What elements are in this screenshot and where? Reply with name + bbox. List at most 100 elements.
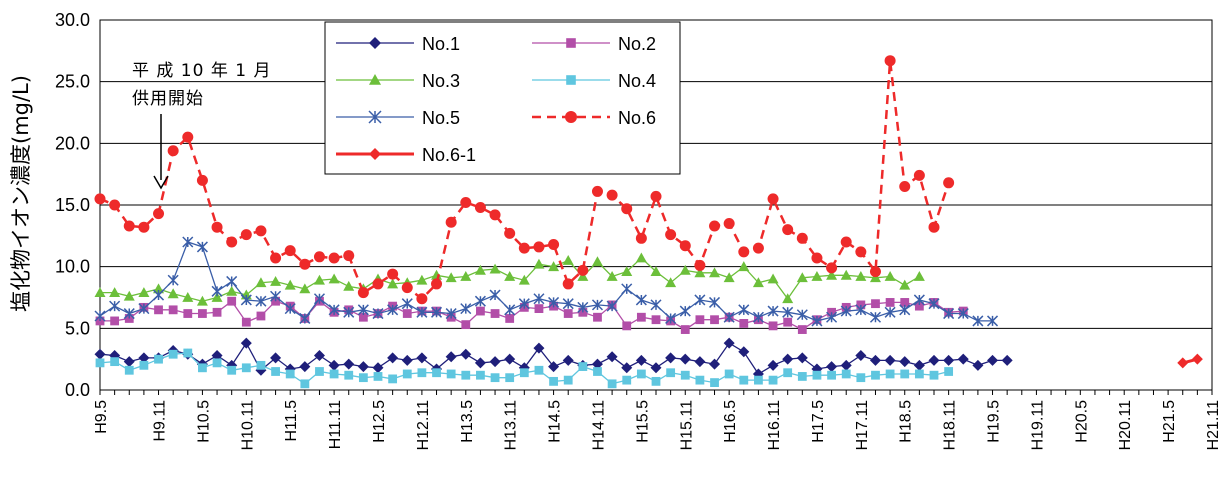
data-point [255, 295, 267, 307]
data-point [666, 368, 676, 378]
data-point [476, 370, 485, 380]
series-line [99, 241, 993, 322]
data-point [709, 358, 721, 370]
data-point [767, 305, 779, 317]
data-point [534, 365, 544, 375]
data-point [505, 373, 515, 383]
data-point [182, 292, 194, 302]
data-point [256, 311, 266, 321]
legend-label: No.6 [618, 108, 656, 128]
data-point [139, 360, 149, 370]
data-point [869, 266, 881, 278]
series-No.3 [94, 252, 925, 306]
data-point [566, 38, 576, 48]
data-point [723, 272, 735, 283]
data-point [212, 307, 222, 317]
data-point [123, 220, 135, 232]
data-point [226, 285, 238, 296]
y-tick-label: 0.0 [65, 380, 90, 400]
data-point [606, 189, 618, 201]
data-point [387, 268, 399, 280]
data-point [929, 370, 939, 380]
data-point [402, 369, 412, 379]
data-point [490, 309, 500, 318]
data-point [944, 367, 954, 376]
legend-item-No.4: No.4 [532, 71, 656, 91]
data-point [388, 374, 398, 384]
data-point [211, 285, 223, 297]
x-tick-label: H13.5 [459, 400, 476, 443]
data-point [855, 246, 867, 258]
data-point [796, 232, 808, 244]
x-tick-label: H15.5 [634, 400, 651, 443]
data-point [124, 365, 134, 375]
data-point [796, 309, 808, 321]
data-point [840, 269, 852, 280]
data-point [329, 369, 339, 379]
data-point [826, 262, 838, 274]
data-point [563, 375, 573, 385]
data-point [167, 145, 179, 157]
legend-label: No.1 [422, 34, 460, 54]
data-point [884, 306, 896, 318]
data-point [460, 348, 472, 360]
annotation-line2: 供用開始 [132, 89, 204, 109]
series-No.5 [94, 236, 999, 327]
data-point [109, 199, 121, 211]
data-point [665, 312, 677, 324]
data-point [299, 361, 311, 373]
legend-box [324, 21, 681, 175]
data-point [313, 274, 325, 285]
data-point [986, 315, 999, 327]
data-point [241, 317, 251, 327]
data-point [855, 304, 867, 316]
data-point [869, 272, 881, 283]
data-point [460, 303, 472, 315]
data-point [270, 290, 282, 302]
data-point [369, 148, 381, 160]
x-tick-label: H21.11 [1205, 400, 1222, 451]
data-point [783, 317, 793, 327]
data-point [723, 337, 735, 349]
data-point [783, 368, 793, 378]
data-point [635, 354, 647, 366]
data-point [928, 221, 940, 233]
data-point [752, 277, 764, 288]
data-point [211, 221, 223, 233]
data-point [593, 367, 602, 376]
data-point [562, 278, 574, 290]
data-point [562, 255, 574, 265]
data-point [109, 300, 121, 312]
data-point [650, 362, 662, 374]
data-point [694, 356, 706, 368]
data-point [474, 357, 486, 369]
data-point [489, 289, 501, 301]
y-tick-label: 25.0 [55, 72, 90, 92]
data-point [387, 304, 399, 316]
data-point [94, 193, 106, 205]
x-tick-label: H12.11 [415, 400, 432, 451]
data-point [723, 311, 735, 323]
x-tick-label: H9.5 [93, 400, 110, 434]
data-point [167, 274, 179, 286]
data-point [153, 208, 165, 220]
data-point [928, 298, 940, 310]
data-point [884, 271, 896, 281]
data-point [650, 190, 662, 202]
data-point [591, 185, 603, 197]
legend-label: No.4 [618, 71, 656, 91]
data-point [972, 359, 984, 371]
data-point [196, 295, 208, 306]
data-point [694, 294, 706, 306]
data-point [431, 269, 443, 280]
data-point [504, 227, 516, 239]
data-point [489, 263, 501, 274]
start-of-service-annotation: 平 成 10 年 1 月 供用開始 [132, 61, 270, 190]
data-point [621, 283, 633, 295]
data-point [518, 298, 530, 310]
data-point [694, 267, 706, 278]
data-point [533, 241, 545, 253]
data-point [679, 353, 691, 365]
data-point [138, 221, 150, 233]
y-tick-label: 10.0 [55, 257, 90, 277]
